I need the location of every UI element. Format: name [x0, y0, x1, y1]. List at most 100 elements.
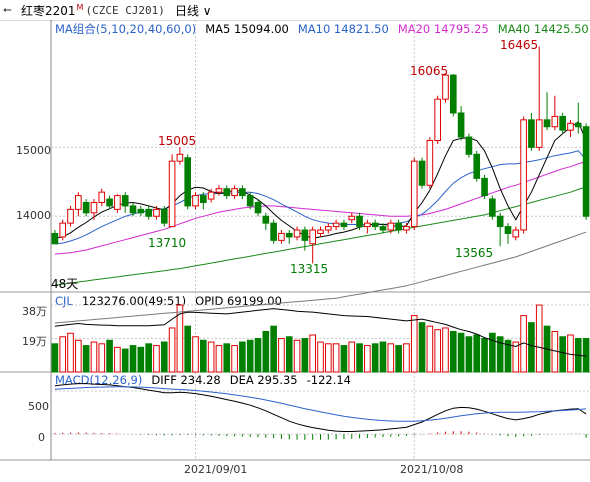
ma5-value: MA5 15094.00	[205, 22, 289, 36]
volume-bar-down	[239, 341, 246, 373]
candle-body-down	[184, 157, 192, 207]
low-annotation: 13315	[290, 262, 328, 276]
macd-histogram	[54, 431, 587, 440]
volume-bar-up	[434, 329, 441, 373]
volume-bar-down	[457, 332, 465, 373]
volume-bar-up	[348, 341, 356, 373]
candle-body-down	[504, 226, 512, 234]
price-tick: 14000	[16, 209, 51, 222]
volume-bar-up	[387, 343, 395, 373]
volume-bar-up	[324, 343, 332, 373]
candle-body-up	[426, 140, 434, 186]
candle-body-down	[160, 208, 168, 224]
volume-bar-up	[168, 327, 176, 373]
open-interest-line	[54, 308, 587, 357]
candle-body-down	[582, 126, 590, 217]
candle-body-down	[356, 215, 363, 228]
candle-body-up	[231, 188, 238, 197]
volume-bar-up	[512, 341, 520, 373]
candle-body-up	[293, 229, 301, 238]
ma10-value: MA10 14821.50	[297, 22, 389, 36]
price-annotations: 15005 13710 13315 16065 16465 13565 48天	[51, 38, 538, 291]
volume-bar-up	[192, 336, 199, 373]
candle-body-down	[379, 226, 387, 231]
volume-tick: 38万	[22, 305, 47, 318]
volume-bar-down	[496, 336, 504, 373]
ma40-value: MA40 14425.50	[497, 22, 589, 36]
low-annotation: 13710	[148, 236, 186, 250]
dea-value: DEA 295.35	[229, 373, 298, 387]
volume-bar-up	[153, 345, 160, 373]
candle-body-up	[434, 98, 441, 142]
candle-body-down	[106, 198, 113, 207]
candle-body-up	[278, 232, 285, 241]
diff-value: DIFF 234.28	[151, 373, 221, 387]
volume-bar-up	[231, 345, 238, 373]
volume-bar-up	[98, 343, 106, 373]
candle-body-down	[239, 188, 246, 197]
volume-tick: 19万	[22, 335, 47, 348]
volume-bar-up	[215, 345, 223, 373]
candle-body-down	[465, 136, 473, 155]
ma20-value: MA20 14795.25	[397, 22, 489, 36]
candle-body-down	[145, 208, 152, 217]
candle-body-down	[559, 115, 566, 131]
candle-body-down	[200, 195, 207, 203]
volume-bar-up	[114, 346, 121, 373]
candle-body-down	[496, 215, 504, 228]
candle-body-up	[512, 229, 520, 238]
candle-body-up	[410, 160, 418, 228]
volume-bar-down	[465, 336, 473, 373]
candle-body-down	[82, 201, 90, 214]
candle-body-down	[129, 205, 137, 214]
candle-body-down	[449, 74, 457, 114]
high-annotation: 16465	[500, 38, 538, 52]
candle-body-down	[574, 122, 582, 128]
volume-bar-down	[473, 334, 481, 373]
volume-bar-down	[379, 341, 387, 373]
volume-bar-down	[285, 336, 293, 373]
volume-legend-label[interactable]: CJL	[55, 294, 73, 308]
volume-bar-up	[278, 338, 285, 373]
kline-chart[interactable]: 15000 14000 38万 19万 500 0 2021/09/01 202…	[0, 20, 590, 482]
volume-bar-up	[293, 339, 301, 373]
axis-labels: 15000 14000 38万 19万 500 0 2021/09/01 202…	[16, 144, 463, 476]
candle-body-up	[317, 229, 324, 234]
candle-body-up	[520, 119, 527, 231]
macd-value: -122.14	[306, 373, 351, 387]
ma20-line	[54, 161, 587, 255]
ma-legend-label[interactable]: MA组合(5,10,20,40,60,0)	[55, 22, 197, 36]
period-label: 日线	[174, 3, 199, 18]
candle-body-up	[332, 222, 340, 228]
volume-bar-down	[145, 343, 152, 373]
grid-lines	[51, 20, 590, 460]
candle-body-up	[348, 215, 356, 221]
volume-bar-down	[371, 343, 379, 373]
instrument-code: (CZCE CJ201)	[85, 3, 165, 17]
volume-bar-up	[332, 343, 340, 373]
candle-body-down	[489, 198, 496, 217]
volume-bar-up	[426, 325, 434, 373]
volume-bar-down	[129, 345, 137, 373]
back-arrow-icon[interactable]: ⭠	[3, 3, 12, 16]
volume-bar-up	[535, 304, 543, 373]
volume-bar-down	[301, 338, 309, 373]
candle-body-down	[223, 188, 231, 197]
volume-bar-up	[75, 339, 82, 373]
diff-line	[54, 383, 587, 432]
instrument-name: 红枣2201M	[21, 2, 84, 18]
volume-bar-up	[176, 304, 184, 373]
candle-body-up	[215, 188, 223, 193]
ma40-line	[54, 186, 587, 286]
candle-body-up	[387, 222, 395, 231]
volume-bar-down	[51, 343, 59, 373]
candle-body-down	[254, 201, 262, 214]
candle-body-up	[442, 74, 449, 100]
candle-body-up	[114, 195, 121, 210]
volume-bar-up	[309, 334, 317, 373]
volume-bar-up	[403, 343, 410, 373]
candle-body-down	[543, 119, 551, 128]
period-selector[interactable]: 日线 ∨	[175, 2, 212, 19]
candle-body-up	[551, 115, 559, 128]
candle-body-up	[309, 229, 317, 245]
